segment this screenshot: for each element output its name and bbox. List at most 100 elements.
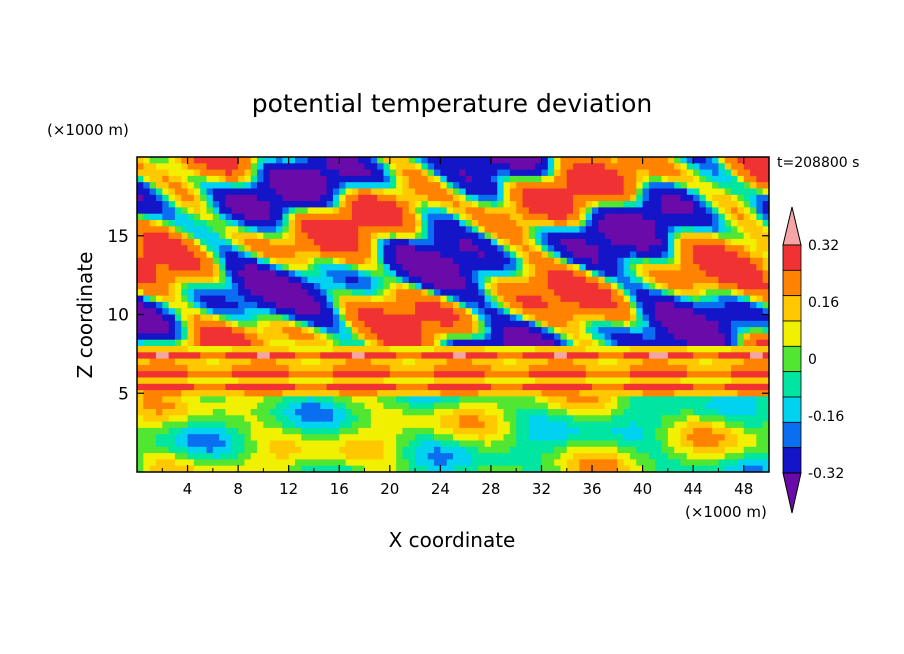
field-cell bbox=[295, 427, 302, 435]
field-cell bbox=[547, 415, 555, 422]
field-cell bbox=[345, 301, 353, 309]
field-cell bbox=[566, 194, 574, 202]
field-cell bbox=[250, 232, 258, 240]
field-cell bbox=[661, 390, 669, 397]
field-cell bbox=[560, 257, 568, 265]
field-cell bbox=[263, 371, 271, 378]
field-cell bbox=[528, 182, 536, 189]
field-cell bbox=[655, 257, 662, 265]
field-cell bbox=[421, 201, 429, 208]
field-cell bbox=[313, 427, 321, 435]
field-cell bbox=[592, 364, 599, 372]
field-cell bbox=[219, 320, 226, 328]
field-cell bbox=[592, 207, 599, 215]
field-cell bbox=[743, 301, 751, 309]
field-cell bbox=[402, 175, 410, 183]
field-cell bbox=[490, 251, 498, 259]
field-cell bbox=[636, 238, 643, 246]
field-cell bbox=[598, 434, 606, 441]
field-cell bbox=[168, 232, 176, 240]
field-cell bbox=[459, 257, 467, 265]
field-cell bbox=[497, 226, 504, 233]
field-cell bbox=[598, 465, 606, 472]
field-cell bbox=[282, 383, 290, 391]
field-cell bbox=[408, 201, 416, 208]
field-cell bbox=[269, 169, 277, 177]
field-cell bbox=[667, 333, 675, 341]
field-cell bbox=[364, 257, 372, 265]
field-cell bbox=[655, 383, 662, 391]
field-cell bbox=[307, 390, 315, 397]
field-cell bbox=[212, 377, 220, 385]
field-cell bbox=[497, 402, 504, 410]
field-cell bbox=[743, 327, 751, 334]
field-cell bbox=[219, 346, 226, 353]
field-cell bbox=[396, 257, 403, 265]
field-cell bbox=[661, 465, 669, 472]
field-cell bbox=[181, 364, 188, 372]
field-cell bbox=[667, 207, 675, 215]
field-cell bbox=[389, 358, 397, 366]
field-cell bbox=[693, 289, 700, 296]
field-cell bbox=[231, 346, 239, 353]
field-cell bbox=[345, 434, 353, 441]
field-cell bbox=[579, 201, 587, 208]
field-cell bbox=[699, 333, 707, 341]
field-cell bbox=[528, 163, 536, 170]
field-cell bbox=[351, 188, 359, 196]
field-cell bbox=[611, 446, 618, 454]
field-cell bbox=[560, 421, 568, 429]
field-cell bbox=[528, 358, 536, 366]
field-cell bbox=[370, 220, 378, 227]
field-cell bbox=[484, 402, 492, 410]
field-cell bbox=[339, 220, 346, 227]
field-cell bbox=[579, 352, 587, 359]
field-cell bbox=[402, 453, 410, 460]
field-cell bbox=[370, 352, 378, 359]
field-cell bbox=[629, 396, 637, 404]
field-cell bbox=[345, 257, 353, 265]
field-cell bbox=[667, 308, 675, 315]
field-cell bbox=[655, 465, 662, 472]
field-cell bbox=[174, 220, 182, 227]
field-cell bbox=[674, 207, 681, 215]
field-cell bbox=[623, 295, 631, 303]
field-cell bbox=[573, 213, 580, 221]
field-cell bbox=[718, 383, 726, 391]
field-cell bbox=[377, 257, 384, 265]
field-cell bbox=[276, 465, 283, 472]
field-cell bbox=[212, 251, 220, 259]
field-cell bbox=[301, 232, 309, 240]
field-cell bbox=[623, 201, 631, 208]
field-cell bbox=[263, 346, 271, 353]
field-cell bbox=[345, 289, 353, 296]
field-cell bbox=[509, 175, 517, 183]
field-cell bbox=[225, 238, 233, 246]
field-cell bbox=[320, 383, 327, 391]
field-cell bbox=[200, 194, 207, 202]
field-cell bbox=[408, 446, 416, 454]
field-cell bbox=[693, 207, 700, 215]
field-cell bbox=[541, 283, 549, 290]
field-cell bbox=[686, 421, 694, 429]
field-cell bbox=[143, 364, 151, 372]
field-cell bbox=[339, 446, 346, 454]
field-cell bbox=[497, 352, 504, 359]
field-cell bbox=[193, 188, 201, 196]
field-cell bbox=[446, 175, 454, 183]
field-cell bbox=[257, 245, 264, 252]
field-cell bbox=[231, 383, 239, 391]
field-cell bbox=[288, 440, 296, 448]
field-cell bbox=[699, 238, 707, 246]
field-cell bbox=[503, 264, 511, 271]
field-cell bbox=[743, 213, 751, 221]
field-cell bbox=[686, 220, 694, 227]
field-cell bbox=[617, 327, 625, 334]
field-cell bbox=[731, 188, 738, 196]
field-cell bbox=[434, 459, 441, 467]
field-cell bbox=[288, 213, 296, 221]
field-cell bbox=[149, 427, 157, 435]
field-cell bbox=[269, 377, 277, 385]
field-cell bbox=[231, 213, 239, 221]
field-cell bbox=[332, 371, 340, 378]
